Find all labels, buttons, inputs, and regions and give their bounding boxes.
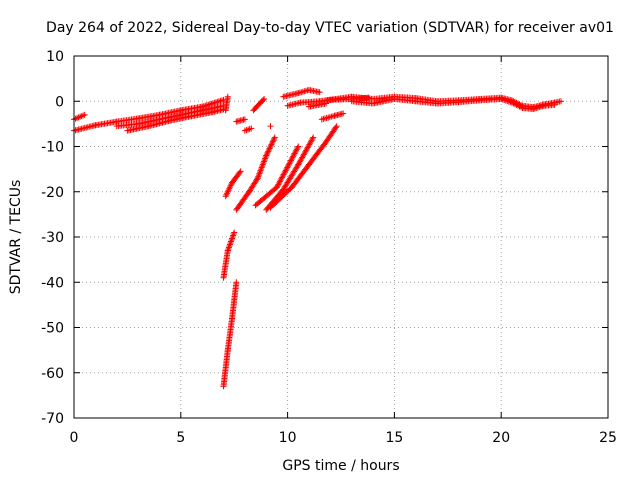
data-point [222,107,229,114]
y-tick-label: 0 [55,94,64,110]
data-point [279,174,286,181]
data-point [333,123,340,130]
x-tick-labels: 0 5 10 15 20 25 [70,430,617,446]
data-point [269,138,276,145]
data-point [271,135,278,142]
data-point [287,158,294,165]
data-point [237,168,244,175]
data-point [316,89,323,96]
data-point [270,137,277,144]
data-point [280,171,287,178]
data-point [253,176,260,183]
data-point [266,145,273,152]
data-point [551,101,558,108]
data-point [276,178,283,185]
x-tick-label: 25 [599,430,617,446]
data-point [236,169,243,176]
data-point [233,279,240,286]
y-tick-label: -10 [41,140,64,156]
data-point [295,143,302,150]
data-point [282,168,289,175]
data-point [286,160,293,167]
data-point [284,163,291,170]
axis-ticks [73,55,609,419]
data-point [267,123,274,130]
data-point [309,135,316,142]
y-tick-label: -20 [41,185,64,201]
data-point [267,142,274,149]
data-point [265,146,272,153]
data-point [275,181,282,188]
x-tick-label: 5 [176,430,185,446]
data-point [273,184,280,191]
data-point [290,151,297,158]
data-point [287,157,294,164]
data-point [293,146,300,153]
data-point [277,177,284,184]
data-point [248,125,255,132]
data-point [261,95,268,102]
data-point [276,180,283,187]
x-tick-label: 15 [385,430,403,446]
data-point [278,175,285,182]
data-point [268,141,275,148]
data-point [264,149,271,156]
data-point [269,140,276,147]
grid-lines [74,56,608,418]
data-point [340,110,347,117]
y-tick-label: 10 [46,49,64,65]
data-point [288,156,295,163]
data-point [267,144,274,151]
data-point [260,97,267,104]
data-point [241,116,248,123]
data-point [289,154,296,161]
data-point [265,148,272,155]
data-point [332,124,339,131]
data-point [294,144,301,151]
data-point [281,170,288,177]
data-point [271,134,278,141]
x-tick-label: 20 [492,430,510,446]
y-axis-label: SDTVAR / TECUs [8,180,24,295]
data-point [283,165,290,172]
y-tick-label: -50 [41,321,64,337]
x-tick-label: 10 [279,430,297,446]
data-point [291,150,298,157]
y-tick-label: -70 [41,411,64,427]
y-tick-label: -30 [41,230,64,246]
data-point [285,161,292,168]
data-point [282,167,289,174]
data-point [279,172,286,179]
x-axis-label: GPS time / hours [282,458,399,474]
data-point [274,182,281,189]
data-point [293,147,300,154]
data-point [558,98,565,105]
data-point [292,149,299,156]
chart-title: Day 264 of 2022, Sidereal Day-to-day VTE… [46,20,614,36]
y-tick-label: -40 [41,275,64,291]
data-point [263,151,270,158]
data-point [81,111,88,118]
data-points [71,86,565,390]
data-point [263,152,270,159]
data-point [231,229,238,236]
data-point [284,164,291,171]
y-tick-labels: 10 0 -10 -20 -30 -40 -50 -60 -70 [41,49,64,427]
y-tick-label: -60 [41,366,64,382]
data-point [310,134,317,141]
data-point [290,153,297,160]
x-tick-label: 0 [70,430,79,446]
